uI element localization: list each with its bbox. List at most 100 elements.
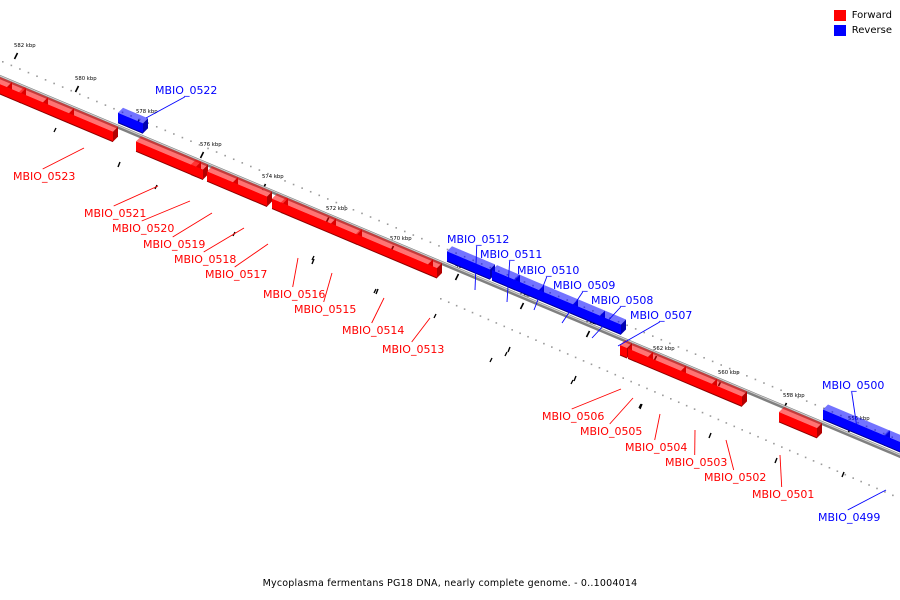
minor-tick <box>471 311 474 314</box>
gene-label-mbio_0504[interactable]: MBIO_0504 <box>625 441 687 454</box>
gene-mbio_0520[interactable] <box>190 159 208 181</box>
leader-line <box>506 260 511 303</box>
minor-tick <box>403 230 406 233</box>
gene-label-mbio_0500[interactable]: MBIO_0500 <box>822 379 884 392</box>
leader-line <box>591 306 622 339</box>
gene-label-mbio_0510[interactable]: MBIO_0510 <box>517 264 579 277</box>
minor-tick <box>646 387 648 390</box>
minor-tick <box>788 393 791 395</box>
gene-label-mbio_0522[interactable]: MBIO_0522 <box>155 84 217 97</box>
gene-label-mbio_0516[interactable]: MBIO_0516 <box>263 288 325 301</box>
minor-tick <box>326 198 329 200</box>
gene-label-mbio_0520[interactable]: MBIO_0520 <box>112 222 174 235</box>
scale-tick-label: 578 kbp <box>136 109 158 115</box>
reverse-swatch <box>833 25 846 36</box>
gene-block[interactable] <box>68 108 118 143</box>
minor-tick <box>164 129 167 132</box>
gene-label-mbio_0503[interactable]: MBIO_0503 <box>665 456 727 469</box>
minor-tick <box>267 172 269 175</box>
minor-tick <box>720 364 722 366</box>
gene-label-mbio_0499[interactable]: MBIO_0499 <box>818 511 880 524</box>
gene-label-mbio_0519[interactable]: MBIO_0519 <box>143 238 205 251</box>
minor-tick <box>155 125 158 128</box>
minor-tick <box>215 151 218 153</box>
leader-line <box>292 257 299 288</box>
minor-tick <box>78 93 81 96</box>
minor-tick <box>868 484 870 486</box>
gene-label-mbio_0508[interactable]: MBIO_0508 <box>591 294 653 307</box>
gene-label-mbio_0518[interactable]: MBIO_0518 <box>174 253 236 266</box>
minor-tick <box>386 223 389 226</box>
minor-tick <box>487 318 490 321</box>
minor-tick <box>495 322 498 324</box>
minor-tick <box>638 403 642 409</box>
leader-line <box>779 454 783 488</box>
gene-mbio_0516[interactable] <box>280 197 336 234</box>
minor-tick <box>709 415 712 417</box>
minor-tick <box>725 422 728 424</box>
figure-caption: Mycoplasma fermentans PG18 DNA, nearly c… <box>262 578 638 589</box>
minor-tick <box>796 453 799 455</box>
minor-tick <box>535 339 537 341</box>
leader-line <box>145 96 185 119</box>
gene-label-mbio_0505[interactable]: MBIO_0505 <box>580 425 642 438</box>
minor-tick <box>10 64 13 67</box>
gene-mbio_0502[interactable] <box>711 378 747 407</box>
minor-tick <box>630 380 632 383</box>
gene-label-mbio_0512[interactable]: MBIO_0512 <box>447 233 509 246</box>
minor-tick <box>504 351 508 357</box>
scale-tick <box>199 151 205 159</box>
gene-mbio_0507[interactable] <box>599 310 626 335</box>
gene-label-mbio_0502[interactable]: MBIO_0502 <box>704 471 766 484</box>
leader-line <box>847 489 887 511</box>
leader-line <box>851 391 858 429</box>
gene-label-mbio_0521[interactable]: MBIO_0521 <box>84 207 146 220</box>
minor-tick <box>181 136 184 139</box>
scale-tick-label: 576 kbp <box>200 142 222 148</box>
minor-tick <box>749 432 751 435</box>
gene-label-mbio_0513[interactable]: MBIO_0513 <box>382 343 444 356</box>
minor-tick <box>311 258 315 265</box>
scale-tick-label: 574 kbp <box>262 174 284 180</box>
minor-tick <box>774 457 778 464</box>
minor-tick <box>543 342 545 345</box>
leader-line <box>533 276 548 311</box>
minor-tick <box>258 169 261 171</box>
gene-mbio_0513[interactable] <box>427 259 442 279</box>
gene-label-mbio_0523[interactable]: MBIO_0523 <box>13 170 75 183</box>
gene-label-mbio_0507[interactable]: MBIO_0507 <box>630 309 692 322</box>
minor-tick <box>582 360 585 362</box>
minor-tick <box>173 133 175 135</box>
gene-label-mbio_0515[interactable]: MBIO_0515 <box>294 303 356 316</box>
gene-mbio_0518[interactable] <box>232 177 272 207</box>
gene-label-mbio_0509[interactable]: MBIO_0509 <box>553 279 615 292</box>
minor-tick <box>573 375 577 382</box>
backbone-highlight <box>0 75 900 456</box>
minor-tick <box>598 366 601 369</box>
minor-tick <box>741 429 743 431</box>
gene-label-mbio_0501[interactable]: MBIO_0501 <box>752 488 814 501</box>
minor-tick <box>574 356 577 359</box>
reverse-label: Reverse <box>851 25 892 36</box>
gene-mbio_0522[interactable] <box>117 107 148 134</box>
scale-tick-label: 582 kbp <box>14 43 36 49</box>
minor-tick <box>686 349 688 352</box>
leader-line <box>234 243 269 268</box>
gene-label-mbio_0514[interactable]: MBIO_0514 <box>342 324 404 337</box>
minor-tick <box>361 212 363 215</box>
gene-mbio_0501[interactable] <box>778 406 822 439</box>
minor-tick <box>440 298 442 300</box>
leader-line <box>725 439 735 471</box>
minor-tick <box>117 161 121 168</box>
minor-tick <box>780 389 782 392</box>
gene-label-mbio_0506[interactable]: MBIO_0506 <box>542 410 604 423</box>
minor-tick <box>677 346 680 348</box>
gene-mbio_0499[interactable] <box>883 430 900 454</box>
minor-tick <box>669 342 671 345</box>
minor-tick <box>275 176 278 179</box>
minor-tick <box>662 394 664 397</box>
gene-label-mbio_0517[interactable]: MBIO_0517 <box>205 268 267 281</box>
gene-label-mbio_0511[interactable]: MBIO_0511 <box>480 248 542 261</box>
minor-tick <box>606 370 609 373</box>
